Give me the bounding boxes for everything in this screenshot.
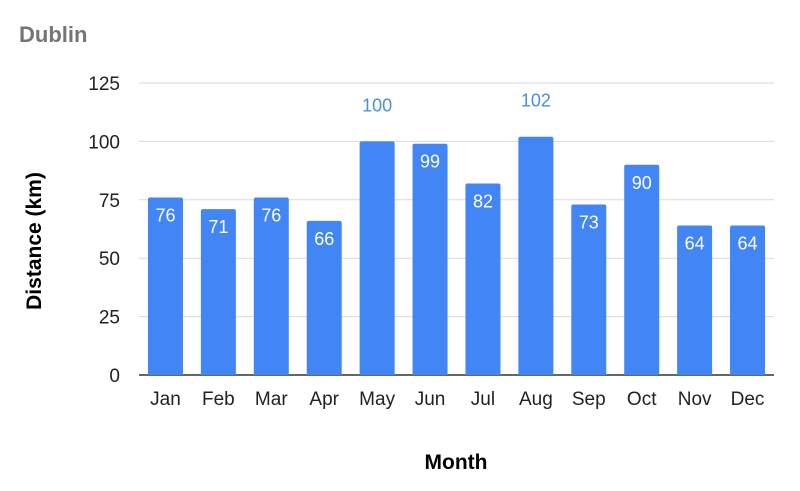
x-tick-label: Dec	[731, 389, 765, 410]
y-tick-label: 25	[99, 308, 120, 329]
y-tick-label: 50	[99, 249, 120, 270]
x-tick-label: Jan	[150, 389, 181, 410]
y-tick-label: 0	[109, 366, 120, 387]
bar	[465, 183, 501, 375]
bar-value-label: 66	[314, 229, 334, 249]
bar-value-label: 73	[579, 212, 599, 232]
y-tick-label: 100	[88, 132, 120, 153]
x-tick-label: Apr	[309, 389, 339, 410]
bar-value-label: 76	[261, 205, 281, 225]
bar-value-label: 64	[685, 233, 705, 253]
bars: 76 71 76 66 100 99 82 102 73 90 64 64	[147, 91, 766, 375]
y-tick-label: 75	[99, 191, 120, 212]
bar	[624, 164, 660, 375]
bar	[518, 136, 554, 375]
x-tick-label: Jun	[415, 389, 446, 410]
x-axis-ticks: Jan Feb Mar Apr May Jun Jul Aug Sep Oct Nov Dec	[150, 389, 764, 410]
bar-value-label: 64	[738, 233, 758, 253]
bar	[677, 225, 713, 375]
bar	[200, 209, 236, 375]
bar-value-label: 71	[208, 217, 228, 237]
chart-title: Dublin	[19, 22, 88, 47]
x-axis-title: Month	[425, 451, 488, 474]
bar	[730, 225, 766, 375]
bar-value-label: 90	[632, 173, 652, 193]
gridlines	[139, 82, 774, 376]
bar-value-label: 76	[155, 205, 175, 225]
x-tick-label: Aug	[519, 389, 553, 410]
y-tick-label: 125	[88, 74, 120, 95]
x-tick-label: Feb	[202, 389, 235, 410]
bar	[359, 141, 395, 375]
bar	[147, 197, 183, 375]
x-tick-label: May	[359, 389, 395, 410]
x-tick-label: Mar	[255, 389, 288, 410]
y-axis-title: Distance (km)	[23, 172, 46, 310]
x-tick-label: Nov	[678, 389, 712, 410]
bar-value-label: 82	[473, 191, 493, 211]
x-tick-label: Sep	[572, 389, 606, 410]
bar-value-label: 99	[420, 152, 440, 172]
x-tick-label: Oct	[627, 389, 657, 410]
y-axis-ticks: 0 25 50 75 100 125	[88, 74, 120, 387]
bar	[412, 143, 448, 375]
x-tick-label: Jul	[471, 389, 495, 410]
bar	[306, 220, 342, 375]
bar	[571, 204, 607, 375]
bar	[253, 197, 289, 375]
bar-value-label: 102	[521, 91, 551, 111]
bar-value-label: 100	[362, 95, 392, 115]
